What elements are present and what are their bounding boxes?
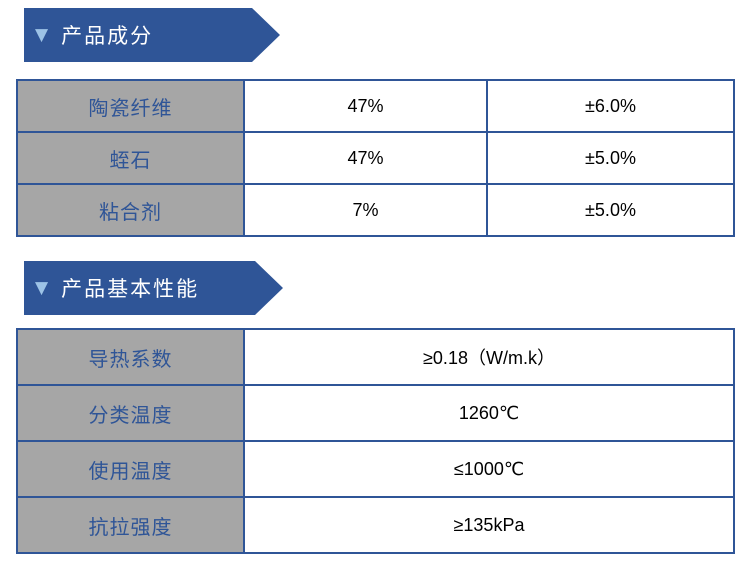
- table-row: 抗拉强度 ≥135kPa: [16, 496, 735, 554]
- triangle-down-icon: ▼: [35, 24, 49, 45]
- triangle-down-icon: ▼: [35, 277, 49, 298]
- composition-value: 47%: [243, 131, 488, 185]
- property-value: ≥135kPa: [243, 496, 735, 554]
- composition-label: 陶瓷纤维: [16, 79, 245, 133]
- property-value: 1260℃: [243, 384, 735, 442]
- section-title-composition: 产品成分: [61, 25, 154, 48]
- composition-label: 粘合剂: [16, 183, 245, 237]
- property-label: 抗拉强度: [16, 496, 245, 554]
- table-row: 陶瓷纤维 47% ±6.0%: [16, 79, 735, 133]
- property-label: 使用温度: [16, 440, 245, 498]
- property-value: ≤1000℃: [243, 440, 735, 498]
- table-row: 使用温度 ≤1000℃: [16, 440, 735, 498]
- property-value: ≥0.18（W/m.k）: [243, 328, 735, 386]
- composition-tolerance: ±5.0%: [486, 131, 735, 185]
- composition-value: 7%: [243, 183, 488, 237]
- table-row: 蛭石 47% ±5.0%: [16, 131, 735, 185]
- property-label: 分类温度: [16, 384, 245, 442]
- composition-table: 陶瓷纤维 47% ±6.0% 蛭石 47% ±5.0% 粘合剂 7% ±5.0%: [16, 79, 735, 237]
- composition-tolerance: ±6.0%: [486, 79, 735, 133]
- property-label: 导热系数: [16, 328, 245, 386]
- composition-label: 蛭石: [16, 131, 245, 185]
- table-row: 粘合剂 7% ±5.0%: [16, 183, 735, 237]
- section-title-properties: 产品基本性能: [61, 278, 200, 301]
- composition-value: 47%: [243, 79, 488, 133]
- table-row: 导热系数 ≥0.18（W/m.k）: [16, 328, 735, 386]
- composition-tolerance: ±5.0%: [486, 183, 735, 237]
- section-banner-composition: ▼ 产品成分: [24, 8, 280, 62]
- section-banner-properties: ▼ 产品基本性能: [24, 261, 283, 315]
- table-row: 分类温度 1260℃: [16, 384, 735, 442]
- properties-table: 导热系数 ≥0.18（W/m.k） 分类温度 1260℃ 使用温度 ≤1000℃…: [16, 328, 735, 554]
